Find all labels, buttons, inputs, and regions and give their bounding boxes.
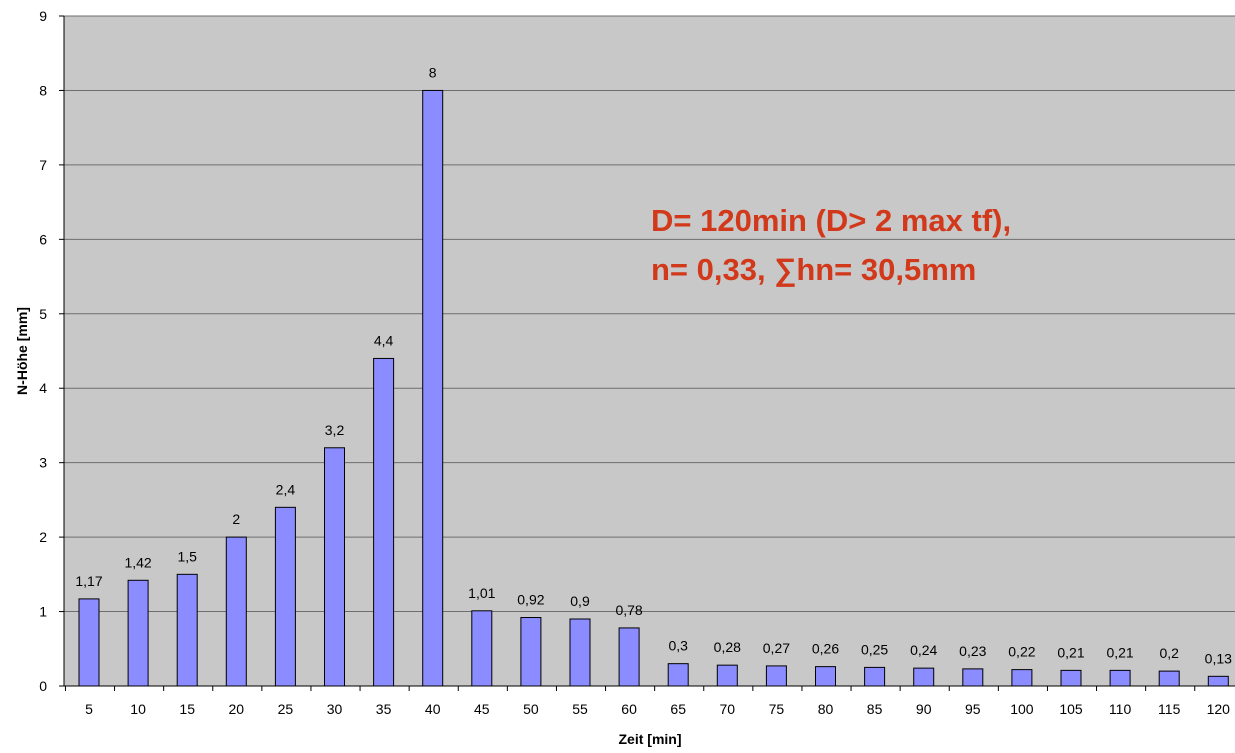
data-label: 0,21 bbox=[1057, 644, 1084, 660]
bar bbox=[569, 618, 591, 687]
x-tick-label: 45 bbox=[474, 701, 490, 717]
data-label: 0,92 bbox=[517, 592, 544, 608]
x-tick-label: 70 bbox=[720, 701, 736, 717]
data-label: 1,17 bbox=[75, 573, 102, 589]
y-tick-label: 0 bbox=[39, 678, 47, 694]
data-label: 0,24 bbox=[910, 642, 937, 658]
x-tick-label: 5 bbox=[85, 701, 93, 717]
x-tick-label: 30 bbox=[327, 701, 343, 717]
y-tick-label: 8 bbox=[39, 82, 47, 98]
bar bbox=[274, 506, 296, 687]
x-tick-label: 90 bbox=[916, 701, 932, 717]
x-tick-label: 50 bbox=[523, 701, 539, 717]
bar bbox=[127, 579, 149, 687]
data-label: 1,01 bbox=[468, 585, 495, 601]
bar bbox=[815, 666, 836, 687]
y-tick-label: 1 bbox=[39, 604, 47, 620]
axes bbox=[63, 16, 1235, 687]
data-label: 0,23 bbox=[959, 643, 986, 659]
x-axis-title: Zeit [min] bbox=[619, 731, 682, 747]
y-tick-label: 9 bbox=[39, 8, 47, 24]
bar bbox=[78, 598, 100, 687]
x-tick-label: 80 bbox=[818, 701, 834, 717]
data-label: 8 bbox=[429, 64, 437, 80]
x-tick-label: 120 bbox=[1207, 701, 1231, 717]
data-label: 0,13 bbox=[1205, 650, 1232, 666]
bar bbox=[373, 357, 395, 687]
data-label: 0,28 bbox=[714, 639, 741, 655]
x-tick-label: 115 bbox=[1158, 701, 1181, 717]
bar bbox=[667, 663, 689, 687]
data-label: 0,2 bbox=[1159, 645, 1179, 661]
data-labels: 1,17 1,42 1,5 2 2,4 3,2 4,4 8 1,01 0,92 0,9 0,78 0,3… bbox=[75, 64, 1232, 666]
data-label: 0,26 bbox=[812, 641, 839, 657]
data-label: 2 bbox=[232, 511, 240, 527]
x-tick-label: 110 bbox=[1109, 701, 1132, 717]
plot-area bbox=[64, 16, 1235, 686]
bar bbox=[913, 667, 935, 687]
data-label: 0,78 bbox=[615, 602, 642, 618]
bar bbox=[520, 617, 542, 687]
data-label: 2,4 bbox=[276, 481, 296, 497]
x-tick-label: 95 bbox=[965, 701, 981, 717]
bar bbox=[1158, 670, 1180, 687]
x-tick-label: 105 bbox=[1059, 701, 1083, 717]
bars bbox=[78, 89, 1229, 687]
bar bbox=[471, 610, 493, 687]
gridlines bbox=[64, 15, 1235, 613]
bar bbox=[962, 668, 984, 687]
bar bbox=[716, 664, 738, 687]
x-tick-label: 55 bbox=[572, 701, 588, 717]
data-label: 3,2 bbox=[325, 422, 345, 438]
bar bbox=[1109, 669, 1131, 687]
x-tick-label: 35 bbox=[376, 701, 392, 717]
x-tick-label: 60 bbox=[621, 701, 637, 717]
annotation-line-1: D= 120min (D> 2 max tf), bbox=[651, 203, 1011, 238]
data-label: 0,25 bbox=[861, 641, 888, 657]
data-label: 1,42 bbox=[124, 554, 151, 570]
y-axis-title: N-Höhe [mm] bbox=[14, 307, 30, 395]
y-tick-label: 2 bbox=[39, 529, 47, 545]
y-tick-label: 5 bbox=[39, 306, 47, 322]
bar bbox=[422, 89, 444, 687]
bar bbox=[864, 666, 886, 687]
bar bbox=[765, 665, 787, 687]
y-tick-label: 7 bbox=[39, 157, 47, 173]
y-tick-label: 3 bbox=[39, 455, 47, 471]
bar bbox=[324, 447, 345, 687]
y-tick-labels: 0 1 2 3 4 5 6 7 8 9 bbox=[39, 8, 64, 694]
x-tick-label: 65 bbox=[670, 701, 686, 717]
bar bbox=[1060, 669, 1082, 687]
data-label: 0,21 bbox=[1106, 644, 1133, 660]
x-tick-label: 10 bbox=[130, 701, 146, 717]
bar bbox=[1207, 675, 1229, 687]
bar bbox=[176, 573, 198, 687]
data-label: 0,3 bbox=[668, 638, 688, 654]
x-tick-label: 25 bbox=[278, 701, 294, 717]
data-label: 0,22 bbox=[1008, 644, 1035, 660]
x-tick-label: 15 bbox=[179, 701, 195, 717]
data-label: 0,9 bbox=[570, 593, 590, 609]
x-tick-label: 85 bbox=[867, 701, 883, 717]
bar bbox=[618, 627, 640, 687]
x-tick-labels: 5 10 15 20 25 30 35 40 45 50 55 60 65 70 75 80 85 90 95 100… bbox=[64, 686, 1231, 717]
x-tick-label: 40 bbox=[425, 701, 441, 717]
bar bbox=[1011, 669, 1033, 687]
bar bbox=[225, 536, 247, 687]
x-tick-label: 100 bbox=[1010, 701, 1034, 717]
y-tick-label: 6 bbox=[39, 231, 47, 247]
x-tick-label: 20 bbox=[229, 701, 245, 717]
data-label: 4,4 bbox=[374, 332, 394, 348]
annotation-line-2: n= 0,33, ∑hn= 30,5mm bbox=[651, 252, 976, 287]
x-tick-label: 75 bbox=[769, 701, 785, 717]
data-label: 1,5 bbox=[177, 548, 197, 564]
data-label: 0,27 bbox=[763, 640, 790, 656]
y-tick-label: 4 bbox=[39, 380, 47, 396]
